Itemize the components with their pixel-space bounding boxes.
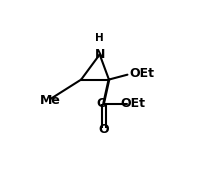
Text: OEt: OEt xyxy=(121,97,145,110)
Text: Me: Me xyxy=(40,94,60,107)
Text: C: C xyxy=(96,97,105,110)
Text: —: — xyxy=(106,97,119,110)
Text: OEt: OEt xyxy=(129,66,154,79)
Text: O: O xyxy=(98,123,109,136)
Text: H: H xyxy=(95,33,104,43)
Text: N: N xyxy=(95,48,105,61)
